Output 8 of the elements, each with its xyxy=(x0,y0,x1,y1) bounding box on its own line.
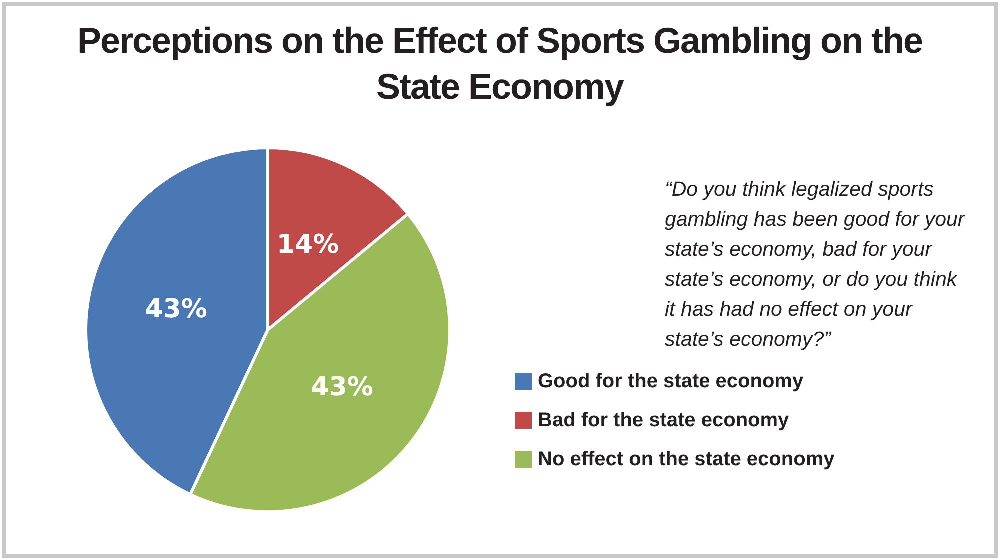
legend-label: Good for the state economy xyxy=(538,370,804,392)
text: “Do you think legalized sports gambling has been good for your state’s economy, bad for your state’s economy, or do you think it has had no effect on your state’s economy?” xyxy=(665,177,965,353)
data-label: 43% xyxy=(311,372,374,403)
legend-label: Bad for the state economy xyxy=(538,410,790,432)
chart-title: Perceptions on the Effect of Sports Gambling on the State Economy xyxy=(76,19,924,109)
legend-label: No effect on the state economy xyxy=(538,448,836,470)
data-label: 14% xyxy=(276,230,340,260)
data-label: 43% xyxy=(145,294,208,324)
